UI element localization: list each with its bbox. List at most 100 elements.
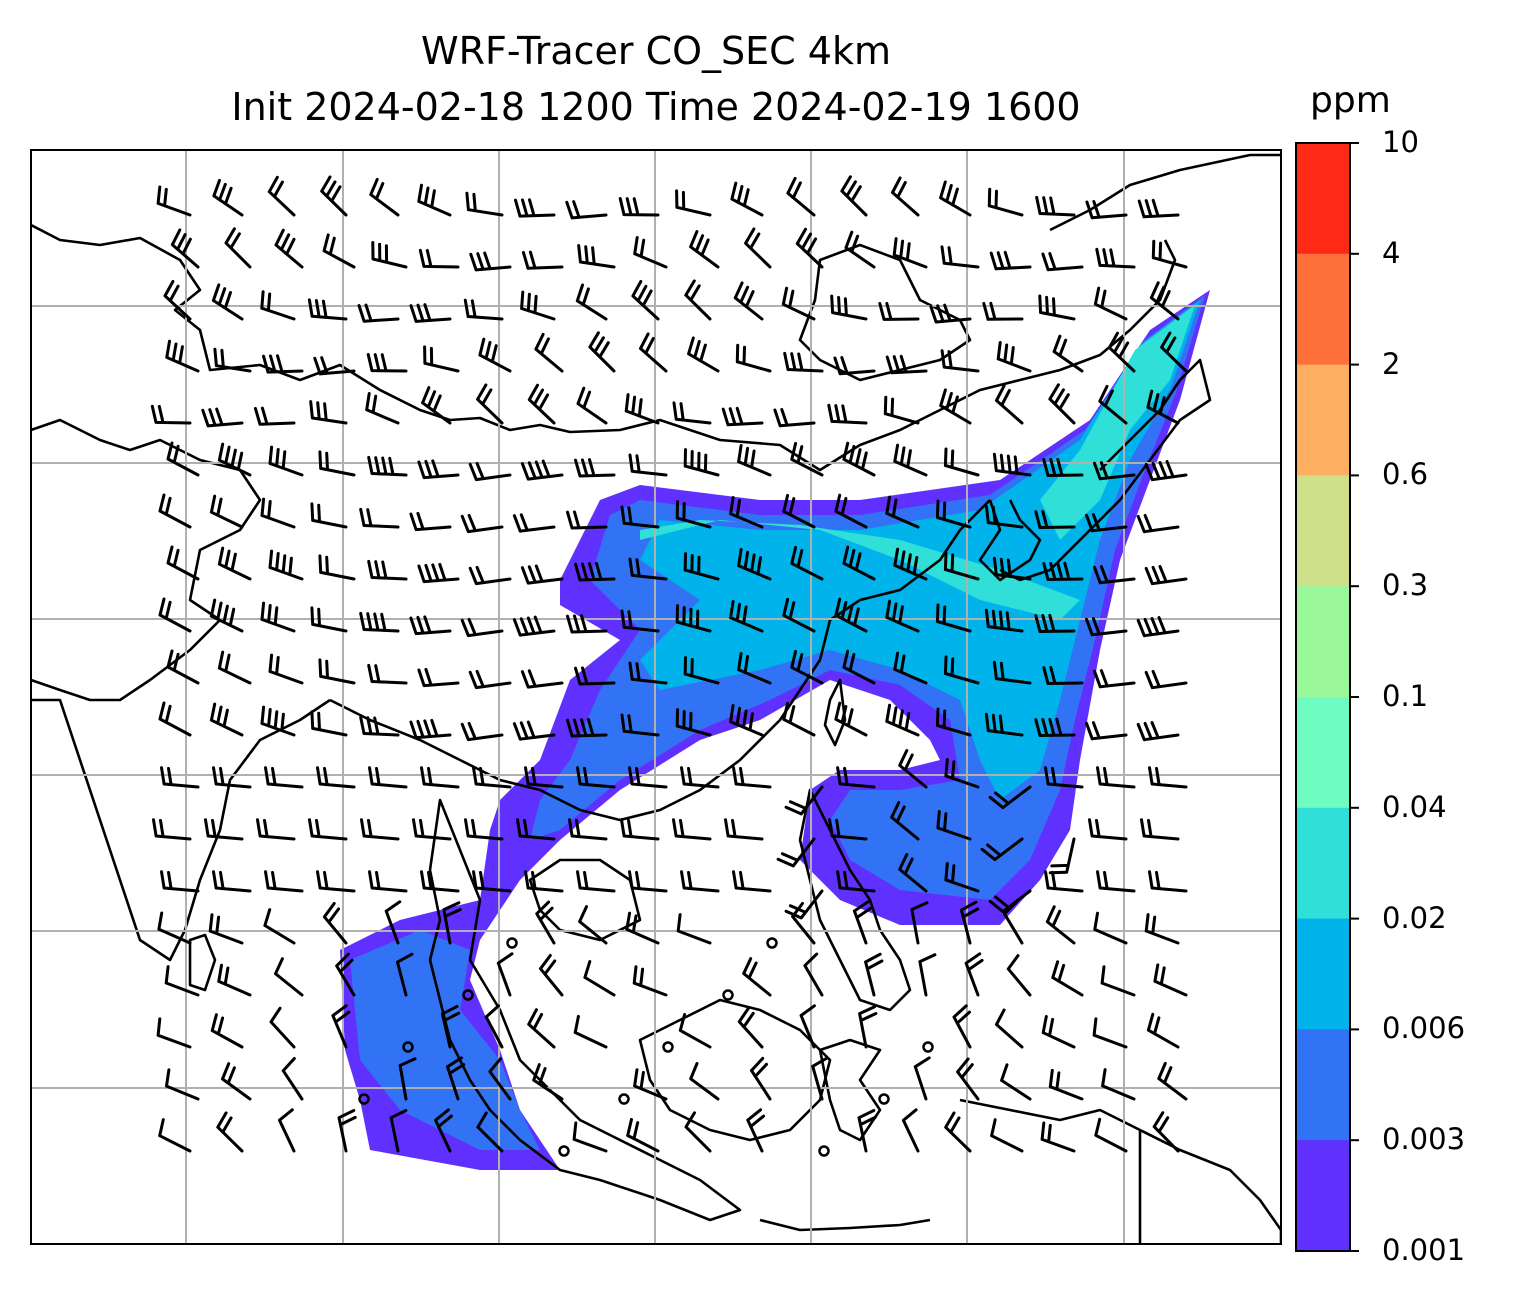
wind-barb <box>256 818 296 841</box>
wind-barb <box>984 712 1024 737</box>
wind-barb <box>940 349 980 373</box>
wind-barb <box>834 701 868 737</box>
wind-barb <box>520 459 564 481</box>
colorbar-segment <box>1296 253 1350 366</box>
wind-barb <box>359 507 400 529</box>
wind-barb <box>417 667 460 688</box>
wind-barb <box>943 655 980 685</box>
wind-barb <box>1092 1017 1128 1049</box>
wind-barb <box>675 604 712 633</box>
wind-barb <box>631 280 660 321</box>
wind-barb <box>1048 1068 1084 1101</box>
wind-barb <box>367 559 408 581</box>
wind-barb <box>417 183 452 217</box>
wind-barb <box>811 1056 829 1101</box>
wind-barb <box>209 598 244 633</box>
wind-barb <box>460 617 504 638</box>
wind-barb <box>684 1111 712 1153</box>
wind-barb <box>307 298 348 321</box>
colorbar-segment <box>1296 143 1350 255</box>
wind-barb <box>512 615 556 637</box>
wind-barb <box>420 870 460 893</box>
wind-barb <box>836 766 876 789</box>
wind-barb <box>572 1121 608 1153</box>
wind-barb <box>423 345 460 373</box>
wind-barb <box>398 1057 417 1101</box>
wind-barb <box>799 1004 816 1049</box>
colorbar-unit-label: ppm <box>1310 80 1391 121</box>
wind-barb <box>893 547 928 581</box>
wind-barb <box>512 720 556 741</box>
wind-barb <box>1144 565 1188 586</box>
wind-barb <box>737 1006 764 1049</box>
wind-barb <box>464 818 504 841</box>
wind-barb <box>1144 669 1188 690</box>
wind-barb <box>520 564 564 585</box>
wind-barb <box>1144 913 1180 945</box>
calm-wind-marker <box>922 1041 934 1053</box>
wind-barb <box>742 957 772 997</box>
colorbar-segment <box>1296 918 1350 1030</box>
wind-barb <box>737 652 772 685</box>
wind-barb <box>982 301 1024 321</box>
wind-barb <box>883 395 920 425</box>
wind-barb <box>520 669 564 689</box>
calm-wind-marker <box>402 1041 414 1053</box>
wind-barb <box>891 176 920 217</box>
wind-barb <box>316 766 356 789</box>
wind-barb <box>566 614 608 634</box>
wind-barb <box>1048 383 1076 425</box>
wind-barb <box>913 1056 931 1101</box>
wind-barb <box>987 187 1024 217</box>
wind-barb <box>166 441 200 477</box>
wind-barb <box>827 403 868 425</box>
wind-barb <box>1093 461 1136 481</box>
wind-barb <box>409 718 452 740</box>
wind-barb <box>939 388 972 425</box>
wind-barb <box>995 1008 1024 1049</box>
coastline-indian-subcontinent <box>31 698 331 962</box>
wind-barb <box>724 818 764 841</box>
wind-barb <box>675 708 712 737</box>
wind-barb <box>628 557 668 581</box>
wind-barb <box>1098 384 1128 425</box>
wind-barb <box>1151 239 1188 269</box>
coastline-korea <box>978 499 1042 582</box>
wind-barb <box>158 701 192 737</box>
wind-barb <box>632 965 668 997</box>
wind-barb <box>318 658 356 685</box>
wind-barb <box>628 766 668 789</box>
wind-barb <box>309 400 348 425</box>
wind-barb <box>165 1068 200 1101</box>
wind-barb <box>578 905 608 945</box>
wind-barb <box>310 606 348 633</box>
wind-barb <box>1042 457 1084 477</box>
wind-barb <box>1003 900 1024 945</box>
wind-barb <box>368 766 408 789</box>
wind-barb <box>539 954 564 997</box>
wind-barb <box>212 178 244 217</box>
wind-barb <box>575 283 608 321</box>
wind-barb <box>512 513 556 533</box>
wind-barb <box>524 766 564 789</box>
wind-barb <box>576 766 616 789</box>
wind-barb <box>335 952 356 997</box>
wind-barb <box>160 766 200 789</box>
wind-barb <box>782 493 816 529</box>
wind-barb <box>1157 1061 1188 1101</box>
wind-barb <box>316 870 356 893</box>
wind-barb <box>620 818 660 841</box>
wind-barb <box>683 448 720 477</box>
wind-barb <box>460 721 504 742</box>
wind-barb <box>165 339 200 373</box>
wind-barb <box>367 663 408 685</box>
wind-barb <box>217 650 252 685</box>
wind-barb <box>790 441 824 477</box>
wind-barb <box>163 280 192 321</box>
wind-barb <box>1042 561 1084 581</box>
wind-barb <box>216 1111 244 1153</box>
wind-barb <box>890 801 920 841</box>
wind-barb <box>842 649 876 685</box>
wind-barb <box>420 766 460 789</box>
wind-barb <box>1085 617 1128 637</box>
